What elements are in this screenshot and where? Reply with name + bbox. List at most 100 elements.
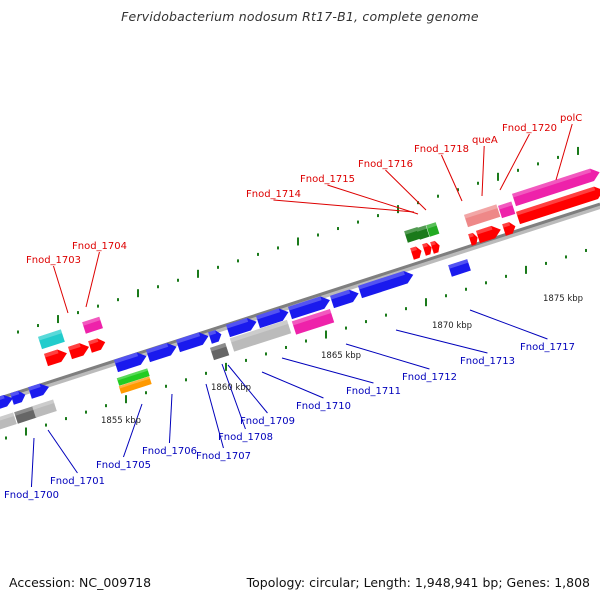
gene-feature-shine: [498, 201, 513, 210]
label-leader: [85, 251, 100, 308]
gene-feature: [516, 186, 600, 225]
gene-label: Fnod_1703: [26, 255, 81, 266]
gene-feature: [208, 330, 222, 344]
gene-feature-shine: [44, 349, 59, 358]
gene-feature-shine: [114, 352, 139, 364]
label-leaders: [30, 123, 573, 488]
gene-feature: [256, 308, 289, 329]
gene-feature: [498, 201, 516, 219]
kbp-labels: 1855 kbp 1860 kbp 1865 kbp 1870 kbp 1875 kbp: [101, 294, 583, 426]
gene-feature-shine: [502, 222, 511, 228]
gene-feature: [410, 246, 422, 260]
label-leader: [205, 383, 224, 449]
gene-feature-shine: [118, 376, 150, 389]
gene-feature-shine: [291, 309, 332, 326]
gene-feature-shine: [426, 222, 437, 229]
label-leader: [327, 184, 419, 215]
gene-feature-shine: [116, 368, 148, 381]
kbp-label: 1860 kbp: [211, 383, 251, 393]
gene-feature-shine: [476, 225, 493, 235]
gene-feature: [28, 383, 50, 399]
gene-feature: [448, 259, 471, 277]
gene-label: Fnod_1700: [4, 490, 59, 501]
gene-feature: [512, 168, 600, 207]
gene-feature: [114, 352, 147, 373]
kbp-label: 1870 kbp: [432, 321, 472, 331]
gene-feature: [0, 412, 17, 431]
tick-marks: [5, 146, 587, 440]
label-leader: [122, 403, 143, 458]
gene-feature: [502, 222, 516, 236]
gene-label: Fnod_1720: [502, 123, 557, 134]
gene-feature-shine: [68, 343, 81, 351]
gene-label: Fnod_1704: [72, 241, 127, 252]
gene-feature-shine: [512, 168, 592, 198]
label-leader: [440, 154, 463, 202]
label-leader: [227, 364, 268, 414]
label-leader: [221, 363, 246, 430]
gene-feature: [68, 343, 90, 360]
gene-feature-shine: [226, 318, 249, 329]
gene-features: [0, 168, 600, 431]
gene-feature: [416, 225, 430, 240]
gene-feature: [10, 390, 26, 405]
map-title: Fervidobacterium nodosum Rt17-B1, comple…: [121, 9, 479, 24]
gene-feature: [116, 368, 150, 386]
kbp-label: 1855 kbp: [101, 416, 141, 426]
gene-label: Fnod_1716: [358, 159, 413, 170]
gene-feature-shine: [430, 240, 436, 246]
gene-label: Fnod_1706: [142, 446, 197, 457]
gene-labels: Fnod_1703Fnod_1704Fnod_1714Fnod_1715Fnod…: [4, 113, 582, 501]
gene-feature-shine: [358, 271, 405, 290]
gene-label: Fnod_1707: [196, 451, 251, 462]
gene-feature: [118, 376, 152, 394]
gene-feature-shine: [82, 316, 101, 326]
gene-label: Fnod_1714: [246, 189, 301, 200]
gene-feature: [88, 338, 106, 353]
gene-label: Fnod_1705: [96, 460, 151, 471]
kbp-label: 1875 kbp: [543, 294, 583, 304]
accession-text: Accession: NC_009718: [9, 575, 152, 590]
gene-label: polC: [560, 113, 582, 124]
gene-label: Fnod_1709: [240, 416, 295, 427]
gene-feature: [288, 296, 330, 320]
gene-feature: [226, 318, 257, 338]
gene-feature-shine: [14, 406, 35, 416]
gene-feature-shine: [256, 308, 281, 320]
gene-feature-shine: [229, 319, 289, 343]
gene-feature-shine: [88, 338, 99, 345]
gene-feature-shine: [176, 332, 201, 344]
gene-feature: [176, 332, 209, 353]
label-leader: [555, 123, 573, 181]
label-leader: [345, 343, 430, 370]
gene-label: Fnod_1711: [346, 386, 401, 397]
gene-feature: [82, 316, 103, 334]
gene-label: Fnod_1718: [414, 144, 469, 155]
label-leader: [499, 133, 530, 191]
gene-feature: [14, 406, 37, 424]
gene-feature-shine: [516, 186, 596, 216]
gene-feature: [38, 329, 65, 350]
label-leader: [273, 199, 415, 213]
gene-feature-shine: [448, 259, 469, 269]
gene-label: Fnod_1715: [300, 174, 355, 185]
label-leader: [52, 265, 69, 314]
gene-feature: [426, 222, 440, 237]
gene-feature: [291, 309, 335, 335]
gene-feature: [422, 242, 432, 256]
label-leader: [385, 169, 427, 211]
gene-feature-shine: [330, 289, 351, 300]
gene-feature-shine: [32, 399, 55, 410]
gene-feature: [358, 271, 414, 299]
gene-feature-shine: [28, 383, 41, 391]
gene-label: Fnod_1712: [402, 372, 457, 383]
backbone-line: [0, 202, 600, 400]
gene-feature: [404, 226, 422, 243]
gene-feature: [430, 240, 440, 254]
kbp-label: 1865 kbp: [321, 351, 361, 361]
gene-label: queA: [472, 135, 498, 146]
gene-feature-shine: [210, 342, 227, 352]
gene-feature-shine: [38, 329, 63, 341]
gene-feature-shine: [146, 343, 169, 354]
